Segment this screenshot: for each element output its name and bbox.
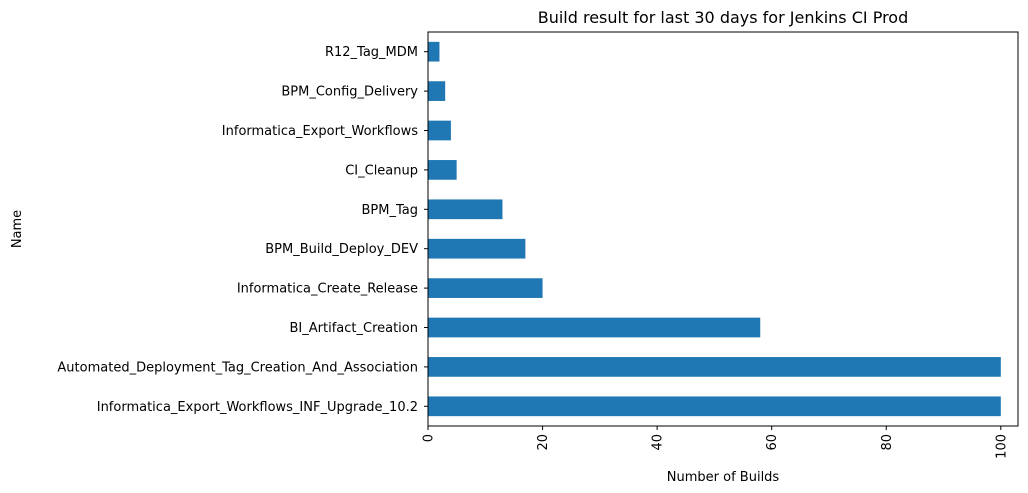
y-tick-label: Automated_Deployment_Tag_Creation_And_As… xyxy=(57,360,418,375)
bar xyxy=(428,238,526,259)
y-tick-label: CI_Cleanup xyxy=(345,163,418,178)
x-axis-label: Number of Builds xyxy=(667,470,780,485)
y-tick-label: BPM_Build_Deploy_DEV xyxy=(265,242,418,257)
y-tick-label: Informatica_Export_Workflows_INF_Upgrade… xyxy=(97,400,418,415)
y-tick-label: R12_Tag_MDM xyxy=(325,45,418,60)
bar xyxy=(428,81,446,101)
y-tick-label: Informatica_Export_Workflows xyxy=(222,124,418,139)
bar xyxy=(428,160,457,180)
x-tick-label: 100 xyxy=(994,434,1009,459)
bar xyxy=(428,199,503,220)
x-axis-ticks: 0 20 40 60 80 100 xyxy=(422,426,1009,459)
bar xyxy=(428,120,451,141)
plot-frame xyxy=(427,31,1019,427)
x-tick-label: 60 xyxy=(765,434,780,451)
bar xyxy=(428,278,543,298)
x-tick-label: 80 xyxy=(880,434,895,451)
y-tick-label: BPM_Tag xyxy=(362,203,418,218)
bar xyxy=(428,357,1001,377)
x-tick-label: 20 xyxy=(536,434,551,451)
chart-title: Build result for last 30 days for Jenkin… xyxy=(538,8,909,27)
y-tick-label: Informatica_Create_Release xyxy=(237,282,418,297)
bar xyxy=(428,317,761,338)
bar xyxy=(428,41,440,62)
bar xyxy=(428,396,1001,417)
y-tick-label: BI_Artifact_Creation xyxy=(290,321,419,336)
bars-group xyxy=(428,41,1001,417)
x-tick-label: 0 xyxy=(422,434,437,442)
x-tick-label: 40 xyxy=(651,434,666,451)
y-axis-ticks: R12_Tag_MDM BPM_Config_Delivery Informatic… xyxy=(57,45,428,415)
y-axis-label: Name xyxy=(10,210,25,248)
y-tick-label: BPM_Config_Delivery xyxy=(281,85,418,100)
